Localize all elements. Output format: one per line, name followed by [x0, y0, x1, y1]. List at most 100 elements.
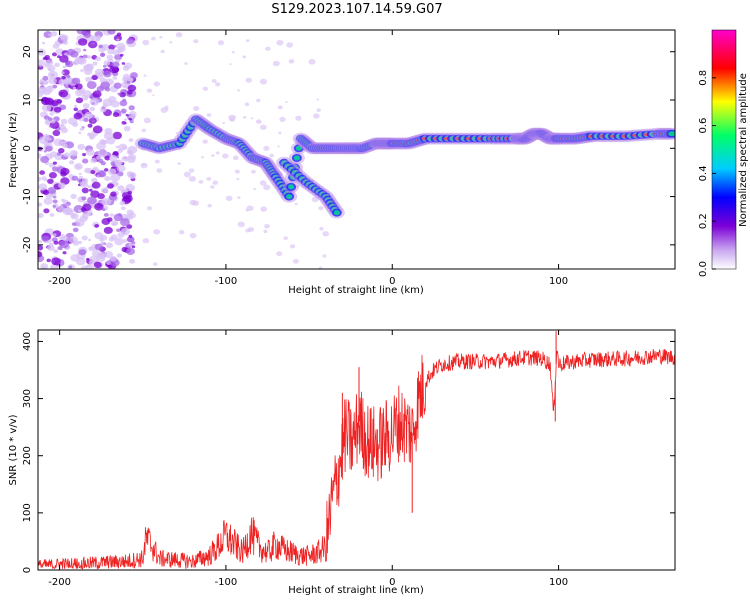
noise-blob	[61, 75, 66, 80]
noise-blob	[242, 55, 247, 59]
noise-blob	[74, 56, 85, 65]
noise-blob	[318, 206, 324, 211]
noise-blob	[74, 104, 78, 108]
noise-blob	[61, 71, 65, 75]
noise-blob	[288, 59, 295, 64]
noise-blob	[126, 236, 135, 243]
noise-blob	[52, 161, 57, 165]
noise-blob	[127, 171, 137, 179]
noise-blob	[52, 166, 59, 172]
noise-blob	[78, 38, 88, 46]
spectrogram-x-axis: -200 -100 0 100	[48, 30, 568, 287]
noise-blob	[47, 70, 58, 79]
noise-blob	[95, 56, 101, 62]
noise-blob	[92, 90, 102, 98]
noise-blob	[126, 247, 136, 255]
noise-blob	[198, 179, 204, 184]
noise-blob	[78, 131, 82, 135]
noise-blob	[82, 214, 89, 220]
snr-plot-area	[38, 331, 675, 570]
spectrogram-plot-area	[38, 30, 675, 269]
noise-blob	[113, 34, 123, 42]
noise-blob	[88, 188, 93, 192]
noise-blob	[106, 137, 116, 145]
noise-blob	[73, 112, 83, 120]
noise-blob	[104, 251, 114, 259]
noise-blob	[117, 232, 125, 238]
noise-blob	[164, 105, 169, 109]
noise-blob	[312, 113, 320, 119]
noise-blob	[113, 82, 122, 89]
noise-blob	[259, 124, 267, 130]
noise-blob	[48, 125, 52, 128]
noise-blob	[159, 35, 163, 39]
colorbar-tick-label: 0.0	[698, 261, 709, 277]
noise-blob	[211, 154, 215, 157]
y-tick-label: 300	[22, 389, 33, 408]
noise-blob	[96, 142, 107, 151]
noise-blob	[102, 98, 113, 107]
noise-blob	[319, 226, 324, 231]
noise-blob	[189, 199, 197, 206]
noise-blob	[46, 258, 51, 263]
noise-blob	[94, 243, 103, 251]
noise-blob	[277, 145, 280, 148]
noise-blob	[160, 49, 165, 54]
noise-blob	[52, 43, 60, 49]
noise-blob	[48, 77, 57, 85]
noise-blob	[58, 124, 67, 131]
x-tick-label: 0	[389, 276, 395, 287]
noise-blob	[100, 81, 111, 90]
noise-blob	[142, 238, 150, 244]
noise-blob	[115, 182, 119, 186]
x-tick-label: 100	[549, 577, 568, 588]
noise-blob	[61, 69, 70, 76]
noise-blob	[101, 198, 111, 206]
noise-blob	[89, 106, 96, 112]
noise-blob	[237, 89, 240, 92]
noise-blob	[42, 75, 49, 81]
noise-blob	[116, 165, 126, 173]
noise-blob	[77, 165, 81, 169]
noise-blob	[84, 167, 91, 173]
noise-blob	[86, 55, 91, 59]
noise-blob	[286, 42, 294, 48]
noise-blob	[236, 177, 240, 181]
noise-blob	[120, 206, 126, 211]
y-tick-label: 200	[22, 446, 33, 465]
noise-blob	[106, 217, 113, 222]
noise-blob	[277, 105, 283, 110]
noise-blob	[38, 176, 42, 182]
noise-blob	[152, 262, 158, 266]
x-tick-label: 100	[549, 276, 568, 287]
noise-blob	[85, 148, 95, 156]
ridge-core	[333, 210, 340, 216]
noise-blob	[127, 90, 133, 95]
spectrogram-frame	[37, 29, 676, 270]
noise-blob	[75, 97, 84, 104]
noise-blob	[125, 184, 136, 192]
noise-blob	[82, 90, 92, 98]
noise-blob	[153, 229, 161, 235]
noise-blob	[86, 257, 90, 261]
noise-blob	[62, 65, 67, 69]
spectrogram-y-axis-label: Frequency (Hz)	[8, 112, 19, 188]
noise-blob	[82, 203, 92, 211]
ridge-core	[668, 131, 675, 137]
noise-blob	[126, 155, 136, 163]
noise-blob	[73, 107, 79, 112]
noise-blob	[53, 138, 63, 147]
noise-blob	[111, 223, 115, 226]
noise-blob	[283, 236, 288, 240]
noise-blob	[153, 81, 161, 87]
noise-blob	[78, 249, 87, 256]
noise-blob	[92, 125, 103, 134]
colorbar-gradient	[711, 29, 737, 270]
noise-blob	[217, 40, 225, 46]
noise-blob	[114, 237, 124, 246]
colorbar-tick-label: 0.4	[698, 165, 709, 181]
noise-blob	[87, 123, 93, 128]
noise-blob	[88, 260, 95, 265]
noise-blob	[86, 196, 97, 205]
